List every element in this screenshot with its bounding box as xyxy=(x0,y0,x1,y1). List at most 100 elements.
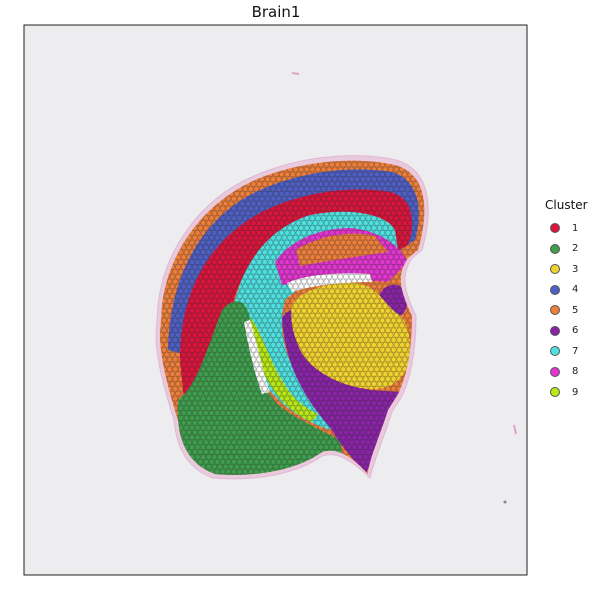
spot xyxy=(362,259,369,265)
spot xyxy=(306,434,313,441)
spot xyxy=(264,429,271,436)
spot xyxy=(287,458,293,465)
spot xyxy=(323,278,330,285)
spot xyxy=(284,376,291,382)
spot xyxy=(222,278,229,285)
spot xyxy=(208,400,215,407)
spot xyxy=(248,371,254,377)
spot xyxy=(340,288,347,295)
spot xyxy=(239,376,246,382)
spot xyxy=(340,317,347,324)
spot xyxy=(180,264,187,270)
spot xyxy=(222,230,229,236)
spot xyxy=(309,234,316,241)
spot xyxy=(169,312,176,319)
spot xyxy=(399,351,405,358)
spot xyxy=(259,361,265,368)
spot xyxy=(206,327,212,334)
spot xyxy=(320,273,327,280)
spot xyxy=(169,293,176,300)
spot xyxy=(287,381,293,387)
spot xyxy=(385,181,391,187)
spot xyxy=(348,176,355,182)
spot xyxy=(281,225,288,231)
spot xyxy=(192,332,198,338)
spot xyxy=(197,293,204,300)
spot xyxy=(234,434,240,441)
spot xyxy=(292,244,299,251)
spot xyxy=(220,254,226,261)
spot xyxy=(275,312,282,319)
spot xyxy=(261,434,268,441)
spot xyxy=(250,210,257,217)
spot xyxy=(351,376,358,382)
spot xyxy=(368,288,375,295)
spot xyxy=(306,278,313,285)
spot xyxy=(320,254,327,261)
spot xyxy=(287,361,293,368)
spot xyxy=(203,439,209,446)
spot xyxy=(275,264,282,270)
spot xyxy=(295,268,302,275)
spot xyxy=(295,405,302,412)
spot xyxy=(368,230,375,236)
spot xyxy=(315,400,321,407)
spot xyxy=(323,171,330,178)
spot xyxy=(365,273,372,280)
spot xyxy=(340,415,347,421)
spot xyxy=(194,337,201,343)
spot xyxy=(371,390,377,397)
spot xyxy=(220,351,226,358)
spot xyxy=(320,400,327,407)
spot xyxy=(273,259,279,265)
spot xyxy=(348,166,355,173)
spot xyxy=(259,439,265,446)
spot xyxy=(189,259,195,265)
spot xyxy=(396,298,403,304)
spot xyxy=(301,424,307,431)
spot xyxy=(362,366,369,373)
spot xyxy=(301,210,307,217)
spot xyxy=(208,215,215,221)
spot xyxy=(334,424,341,431)
spot xyxy=(248,439,254,446)
spot xyxy=(345,200,352,207)
spot xyxy=(264,449,271,455)
spot xyxy=(292,381,299,387)
spot xyxy=(250,268,257,275)
spot xyxy=(354,273,361,280)
spot xyxy=(234,376,240,382)
spot xyxy=(270,400,277,407)
spot xyxy=(354,449,361,455)
spot xyxy=(348,322,355,329)
spot xyxy=(245,405,251,412)
spot xyxy=(404,176,411,182)
spot xyxy=(354,419,361,426)
spot xyxy=(309,381,316,387)
spot xyxy=(231,273,237,280)
spot xyxy=(385,210,391,217)
spot xyxy=(189,239,195,246)
spot xyxy=(273,230,279,236)
spot xyxy=(357,239,363,246)
spot xyxy=(267,200,274,207)
spot xyxy=(343,195,349,202)
spot xyxy=(303,225,310,231)
spot xyxy=(329,298,335,304)
spot xyxy=(359,439,366,446)
spot xyxy=(365,342,372,348)
spot xyxy=(401,317,408,324)
spot xyxy=(186,400,192,407)
spot xyxy=(334,171,341,178)
spot xyxy=(239,346,246,353)
spot xyxy=(236,254,243,261)
spot xyxy=(261,327,268,334)
spot xyxy=(382,342,389,348)
spot xyxy=(376,381,383,387)
spot xyxy=(160,332,164,338)
spot xyxy=(200,249,206,256)
spot xyxy=(208,361,215,368)
spot xyxy=(368,346,375,353)
spot xyxy=(393,264,400,270)
spot xyxy=(164,322,170,329)
